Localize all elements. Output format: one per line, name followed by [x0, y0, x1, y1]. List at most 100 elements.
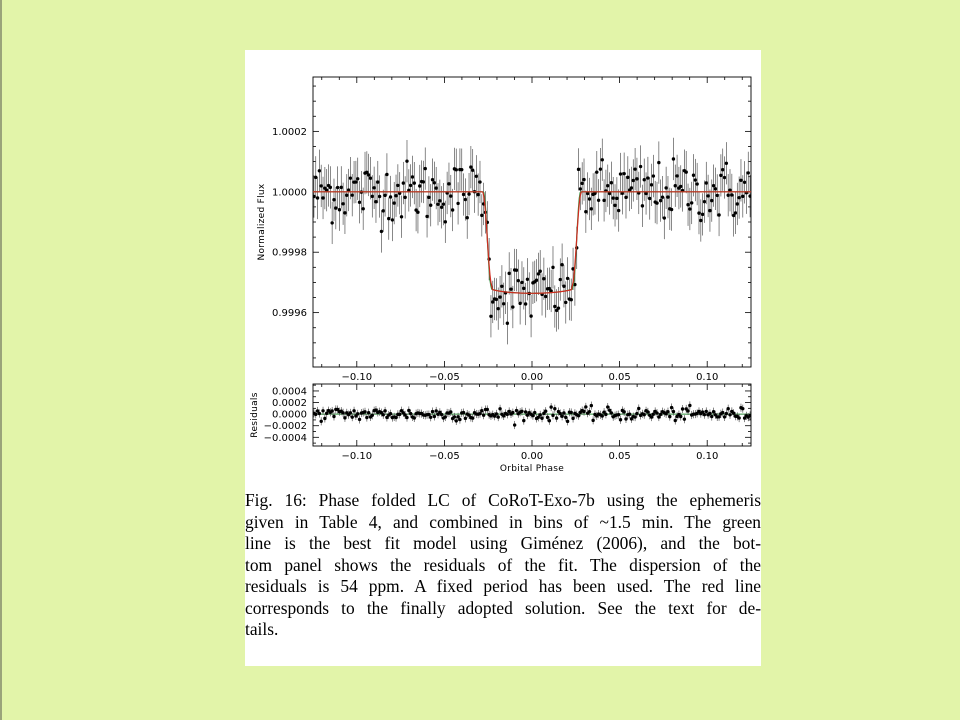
data-point	[429, 203, 433, 207]
data-point	[680, 407, 685, 411]
data-point	[622, 171, 626, 176]
data-point	[429, 415, 433, 419]
data-point	[669, 207, 674, 212]
data-point	[345, 193, 349, 197]
data-point	[648, 196, 652, 201]
data-point	[560, 262, 564, 267]
data-point	[704, 181, 708, 185]
data-point	[454, 168, 458, 172]
data-point	[441, 202, 446, 206]
data-point	[341, 202, 345, 206]
data-point	[352, 409, 356, 413]
data-point	[682, 417, 687, 421]
data-point	[505, 321, 510, 325]
data-point	[616, 412, 621, 417]
data-point	[620, 191, 625, 195]
data-point	[397, 412, 402, 417]
data-point	[427, 195, 431, 200]
data-point	[337, 208, 342, 212]
data-point	[403, 413, 407, 417]
data-point	[730, 193, 734, 197]
data-point	[474, 174, 479, 178]
data-point	[412, 181, 416, 185]
caption-line: residuals is 54 ppm. A fixed period has …	[245, 576, 761, 596]
data-point	[434, 186, 438, 190]
data-point	[502, 302, 506, 306]
data-point	[607, 191, 612, 196]
data-point	[737, 195, 741, 200]
data-point	[498, 407, 502, 411]
data-point	[314, 412, 318, 417]
data-point	[407, 408, 411, 413]
data-point	[512, 423, 517, 427]
data-point	[688, 207, 692, 211]
data-point	[430, 409, 435, 414]
data-point	[606, 184, 610, 188]
data-point	[321, 409, 325, 413]
top-panel-frame	[312, 76, 752, 368]
data-point	[374, 408, 378, 412]
data-point	[742, 180, 747, 184]
data-point	[739, 178, 743, 182]
data-point	[405, 159, 409, 163]
data-point	[708, 411, 712, 416]
data-point	[673, 184, 677, 188]
x-tick-label: 0.05	[608, 451, 630, 462]
data-point	[368, 176, 373, 180]
data-point	[401, 181, 406, 185]
y-tick-label: 1.0002	[272, 127, 307, 138]
data-point	[699, 218, 703, 223]
data-point	[651, 412, 656, 416]
data-point	[604, 412, 608, 417]
data-point	[350, 193, 354, 197]
data-point	[522, 286, 526, 291]
data-point	[496, 306, 500, 311]
data-point	[403, 195, 407, 200]
data-point	[635, 177, 639, 181]
data-point	[443, 220, 448, 224]
data-point	[434, 409, 438, 413]
slide-edge	[0, 0, 2, 720]
data-point	[609, 411, 614, 415]
data-point	[458, 417, 462, 422]
data-point	[657, 415, 661, 419]
data-point	[598, 167, 603, 171]
data-point	[494, 412, 499, 416]
data-point	[569, 410, 573, 415]
y-tick-label: 0.9996	[272, 308, 307, 319]
data-point	[357, 417, 362, 422]
data-point	[480, 409, 484, 413]
data-point	[533, 410, 537, 415]
data-point	[726, 407, 730, 411]
data-point	[576, 167, 581, 172]
data-point	[702, 199, 707, 204]
data-point	[461, 410, 466, 415]
data-point	[629, 186, 634, 190]
data-point	[746, 171, 750, 175]
data-point	[637, 406, 641, 411]
data-point	[319, 419, 323, 424]
data-point	[684, 170, 688, 174]
data-point	[447, 182, 451, 186]
data-point	[432, 181, 437, 185]
data-point	[405, 415, 409, 420]
data-point	[713, 187, 718, 191]
x-tick-label: −0.10	[341, 451, 372, 462]
best-fit-model-line	[313, 191, 751, 294]
data-point	[518, 301, 522, 306]
data-point	[416, 210, 420, 214]
data-point	[664, 186, 668, 190]
data-point	[343, 416, 347, 420]
data-point	[649, 415, 654, 419]
data-point	[571, 416, 575, 421]
data-point	[658, 412, 663, 417]
data-point	[748, 194, 751, 198]
data-point	[565, 276, 570, 281]
y-tick-label: −0.0002	[264, 421, 307, 432]
data-point	[700, 410, 705, 414]
data-point	[381, 413, 385, 417]
data-point	[494, 297, 499, 302]
data-point	[662, 216, 667, 220]
data-point	[379, 229, 384, 234]
data-point	[324, 188, 329, 192]
